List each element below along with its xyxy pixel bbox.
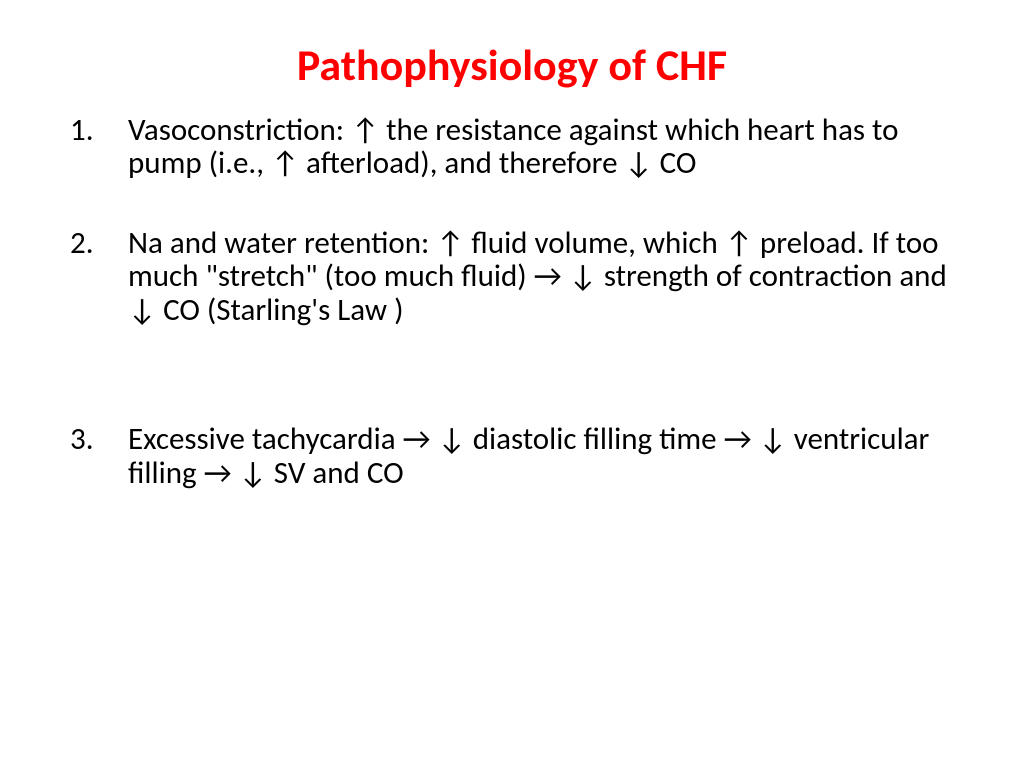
slide-title: Pathophysiology of CHF bbox=[60, 38, 964, 92]
list-item: Excessive tachycardia → ↓ diastolic fill… bbox=[60, 423, 960, 490]
list-item: Na and water retention: ↑ fluid volume, … bbox=[60, 227, 960, 327]
slide: Pathophysiology of CHF Vasoconstriction:… bbox=[0, 0, 1024, 768]
slide-body: Vasoconstriction: ↑ the resistance again… bbox=[60, 92, 964, 490]
points-list: Vasoconstriction: ↑ the resistance again… bbox=[60, 114, 960, 490]
list-item: Vasoconstriction: ↑ the resistance again… bbox=[60, 114, 960, 181]
